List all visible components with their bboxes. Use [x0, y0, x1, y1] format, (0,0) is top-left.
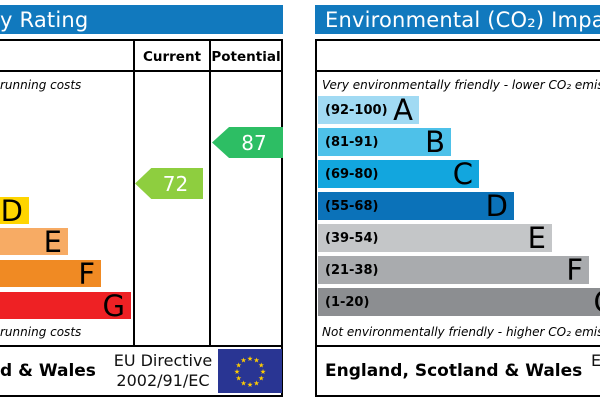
svg-text:★: ★	[234, 368, 240, 376]
inefficient-note: running costs	[0, 325, 82, 339]
co2-band-E: (39-54) E	[318, 221, 552, 255]
region-label: England, Scotland & Wales	[325, 361, 583, 381]
band-letter: E	[527, 221, 546, 255]
energy-band-G: G	[0, 288, 131, 323]
band-letter: D	[485, 189, 508, 223]
band-letter: G	[594, 288, 600, 317]
svg-text:★: ★	[258, 375, 264, 383]
svg-text:★: ★	[247, 355, 253, 363]
co2-band-C: (69-80) C	[318, 157, 479, 191]
unfriendly-note: Not environmentally friendly - higher CO…	[322, 325, 600, 339]
energy-band-E: E	[0, 224, 68, 259]
co2-chart-table-border	[315, 39, 600, 397]
current-column-divider	[133, 41, 135, 345]
current-column-header: Current	[142, 49, 202, 65]
energy-chart-title: y Rating	[0, 8, 89, 32]
eu-directive-line1: EU Directive	[113, 351, 213, 370]
energy-band-D: D	[0, 193, 29, 228]
band-range-label: (81-91)	[325, 134, 379, 150]
band-letter: G	[102, 288, 125, 323]
band-range-label: (92-100)	[325, 102, 388, 118]
co2-chart-title: Environmental (CO₂) Impact Rating	[325, 8, 600, 32]
region-label: d & Wales	[0, 361, 96, 381]
band-letter: E	[43, 224, 62, 259]
potential-column-divider	[209, 41, 211, 345]
energy-rating-chart: y Rating Current Potential running costs…	[0, 0, 284, 404]
co2-band-B: (81-91) B	[318, 125, 451, 159]
band-range-label: (69-80)	[325, 166, 379, 182]
footer-row-divider	[0, 345, 281, 347]
svg-text:★: ★	[247, 381, 253, 389]
co2-band-G: (1-20) G	[318, 288, 600, 317]
svg-text:★: ★	[236, 375, 242, 383]
co2-chart-title-bar: Environmental (CO₂) Impact Rating	[315, 5, 600, 34]
co2-impact-chart: Environmental (CO₂) Impact Rating Very e…	[315, 0, 600, 404]
band-letter: F	[78, 256, 95, 291]
svg-text:★: ★	[260, 368, 266, 376]
svg-text:★: ★	[240, 357, 246, 365]
band-range-label: (21-38)	[325, 262, 379, 278]
energy-band-F: F	[0, 256, 101, 291]
potential-rating-arrow: 87	[212, 127, 283, 158]
footer-row-divider	[317, 345, 600, 347]
eu-directive-line2: 2002/91/EC	[116, 371, 210, 390]
eu-directive-label: EU Directive	[591, 351, 600, 371]
efficient-note: running costs	[0, 78, 82, 92]
co2-band-D: (55-68) D	[318, 189, 514, 223]
header-row-divider	[317, 70, 600, 72]
current-rating-value: 72	[162, 171, 189, 196]
potential-rating-value: 87	[241, 130, 267, 155]
header-row-divider	[0, 70, 281, 72]
band-letter: F	[566, 253, 583, 287]
potential-column-header: Potential	[211, 49, 281, 65]
svg-text:★: ★	[258, 362, 264, 370]
eu-directive-line1: EU Directive	[591, 351, 600, 370]
current-rating-arrow: 72	[135, 168, 203, 199]
eu-flag-icon: ★ ★ ★★ ★★ ★★ ★★ ★★	[218, 349, 282, 393]
svg-text:★: ★	[253, 379, 259, 387]
band-letter: D	[0, 193, 23, 228]
band-letter: C	[452, 157, 473, 191]
band-letter: A	[393, 93, 413, 127]
energy-chart-table-border	[0, 39, 283, 397]
band-range-label: (1-20)	[325, 294, 370, 310]
band-letter: B	[425, 125, 445, 159]
band-range-label: (55-68)	[325, 198, 379, 214]
eu-directive-label: EU Directive 2002/91/EC	[108, 351, 218, 391]
co2-band-A: (92-100) A	[318, 93, 419, 127]
svg-text:★: ★	[240, 379, 246, 387]
band-range-label: (39-54)	[325, 230, 379, 246]
energy-chart-title-bar: y Rating	[0, 5, 283, 34]
co2-band-F: (21-38) F	[318, 253, 589, 287]
svg-text:★: ★	[236, 362, 242, 370]
svg-text:★: ★	[253, 357, 259, 365]
friendly-note: Very environmentally friendly - lower CO…	[322, 78, 600, 92]
